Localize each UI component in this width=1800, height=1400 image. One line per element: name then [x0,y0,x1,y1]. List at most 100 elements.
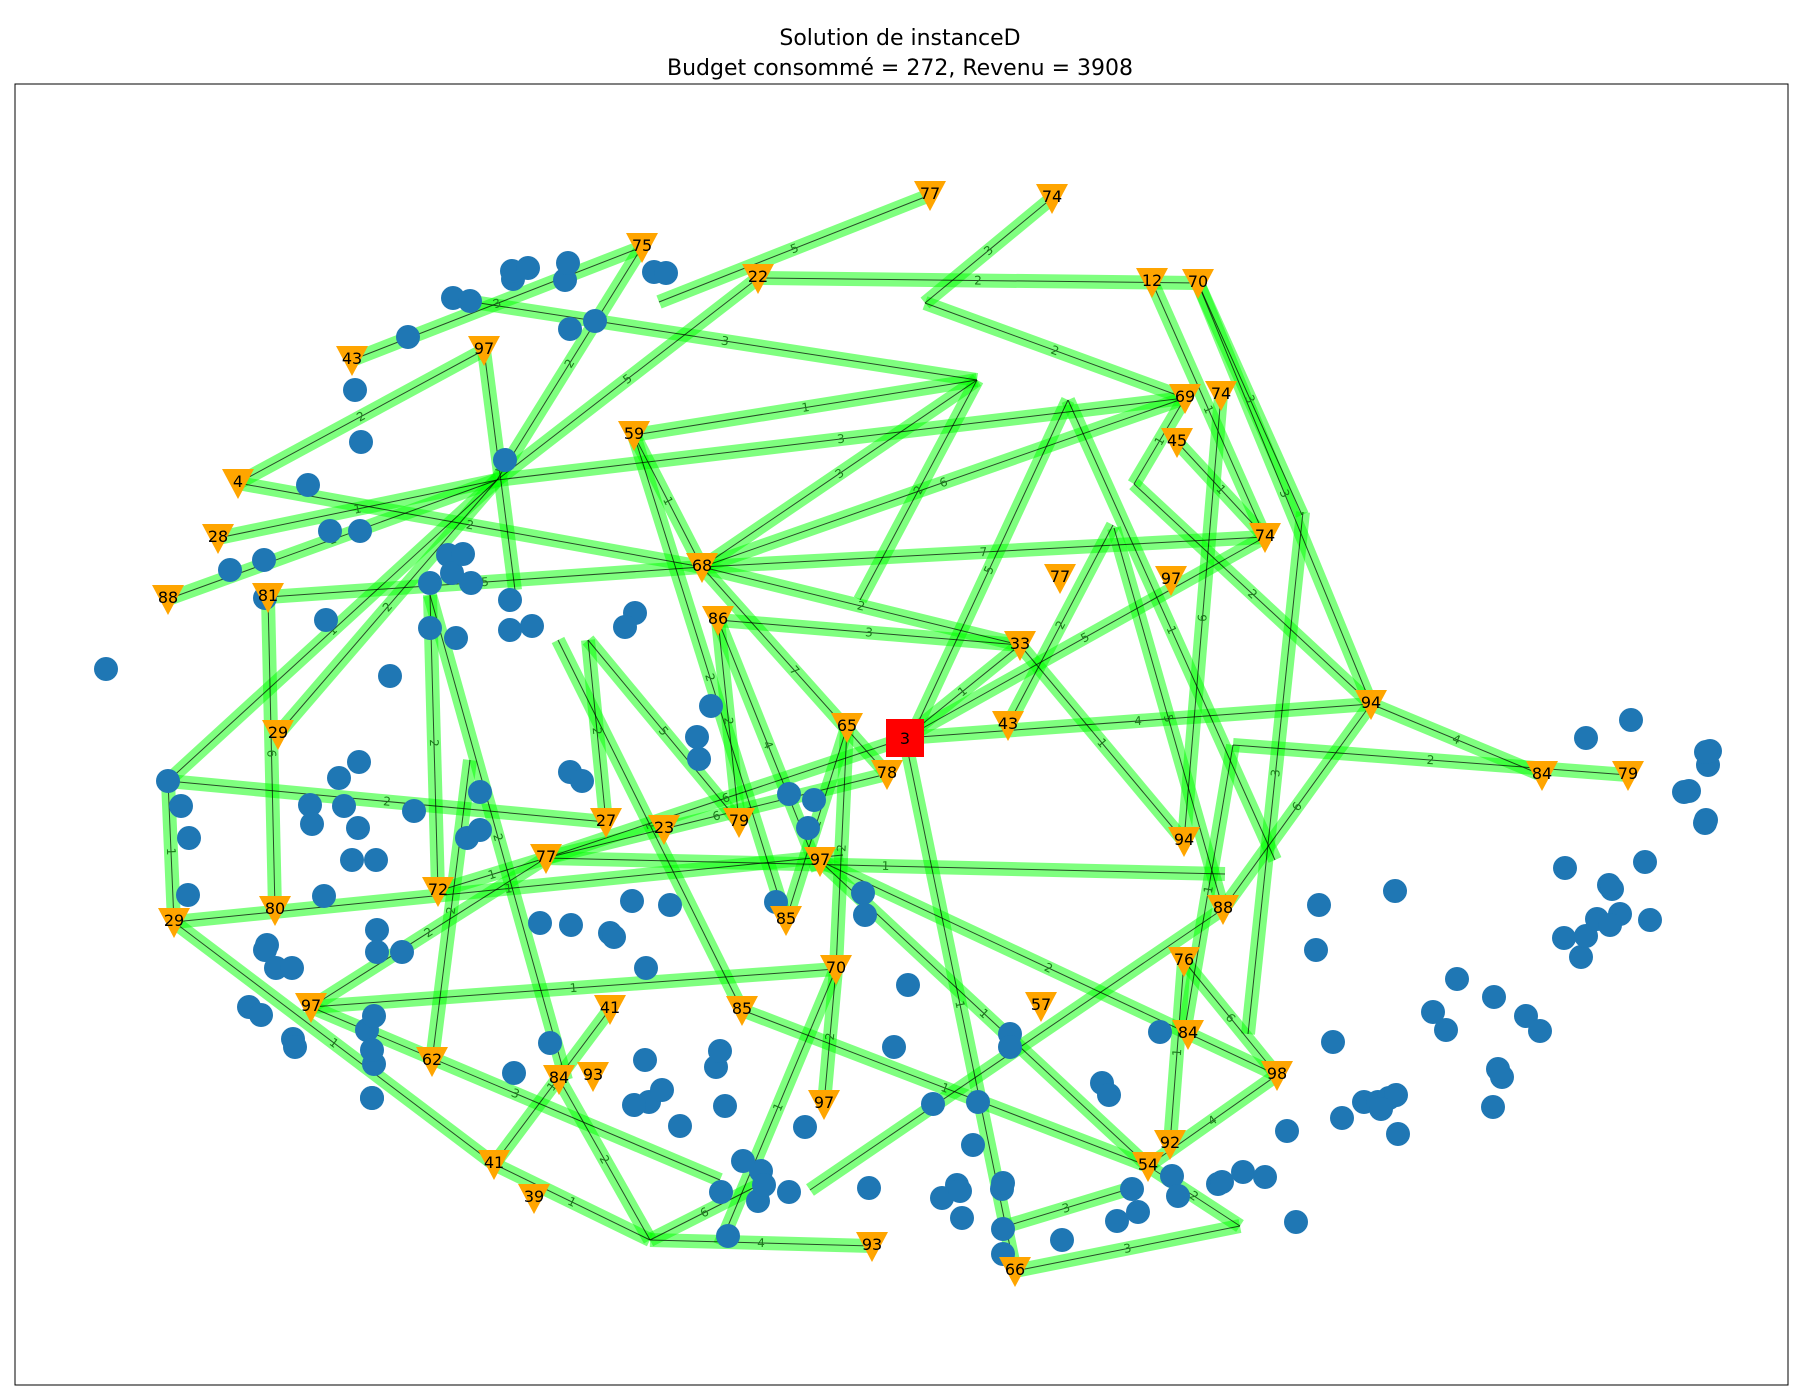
edge-line [1014,1225,1241,1272]
graph-node [396,325,420,349]
edge-line [999,1187,1133,1229]
graph-node [1386,1122,1410,1146]
graph-node [570,769,594,793]
edge-weight-label: 1 [882,859,890,873]
graph-node [731,1149,755,1173]
graph-node [1552,926,1576,950]
terminal-node [202,524,234,554]
terminal-node [262,720,294,750]
edge-line [493,1008,611,1165]
terminal-node [259,896,291,926]
terminal-node [158,908,190,938]
terminal-node [252,583,284,613]
terminal-prize-label: 41 [600,998,620,1017]
edge-line [1133,483,1372,705]
terminal-prize-label: 74 [1211,384,1231,403]
edge-line [719,968,837,1246]
terminal-prize-label: 81 [258,586,278,605]
depot-label: 3 [900,729,910,748]
edge-weight-label: 2 [490,832,506,843]
graph-node [961,1133,985,1157]
terminal-node [518,1184,550,1214]
terminal-prize-label: 45 [1167,431,1187,450]
edge-weight-label: 2 [444,906,459,915]
edge-weight-label: 1 [164,847,178,855]
edge-line [277,479,498,735]
terminal-prize-label: 97 [1161,569,1181,588]
graph-node [559,913,583,937]
node-layer [94,251,1722,1266]
graph-node [1383,879,1407,903]
edge-line [649,1184,760,1241]
terminal-node [1044,564,1076,594]
terminal-prize-label: 29 [268,723,288,742]
terminal-prize-label: 97 [474,339,494,358]
terminal-prize-label: 59 [624,424,644,443]
graph-node [493,448,517,472]
edge-line [267,566,703,598]
edge-line [633,434,703,568]
graph-node [857,1176,881,1200]
edge-weight-label: 6 [938,475,950,491]
graph-node [668,1114,692,1138]
graph-node [252,548,276,572]
graph-node [498,588,522,612]
terminal-node [152,585,184,615]
graph-node [296,473,320,497]
graph-node [378,664,402,688]
graph-node [346,816,370,840]
edge-weight-label: 6 [720,790,732,806]
edge-weight-label: 5 [1161,713,1177,724]
graph-node [340,848,364,872]
graph-node [390,940,414,964]
graph-node [169,794,193,818]
graph-node [556,251,580,275]
terminal-node [543,1065,575,1095]
terminal-prize-label: 80 [265,899,285,918]
edge-weight-label: 3 [1060,1200,1071,1216]
terminal-prize-label: 79 [1618,764,1638,783]
graph-node [633,1048,657,1072]
chart-subtitle: Budget consommé = 272, Revenu = 3908 [666,56,1134,81]
edge-weight-label: 7 [979,545,987,559]
terminal-prize-label: 79 [729,811,749,830]
edge-line [167,780,175,923]
graph-node [1369,1097,1393,1121]
terminal-node [1169,384,1201,414]
edge-line [835,726,848,970]
graph-node [402,799,426,823]
terminal-node [590,808,622,838]
terminal-node [914,181,946,211]
graph-node [1384,1083,1408,1107]
edge-line [1183,744,1234,1035]
graph-node [1050,1228,1074,1252]
edge-line [904,644,1021,739]
graph-node [418,571,442,595]
edge-line [1183,394,1222,842]
graph-node [1633,850,1657,874]
graph-node [528,911,552,935]
graph-node [318,519,342,543]
edge-line [701,566,1021,646]
graph-node [253,938,277,962]
edge-line [545,773,888,859]
edge-line [558,1078,651,1241]
graph-node [654,261,678,285]
terminal-prize-label: 93 [862,1235,882,1254]
graph-node [583,309,607,333]
terminal-prize-label: 69 [1175,387,1195,406]
edge-weight-label: 2 [383,794,392,809]
terminal-node [820,955,852,985]
graph-node [1210,1170,1234,1194]
graph-node [1166,1184,1190,1208]
graph-node [444,626,468,650]
graph-node [300,812,324,836]
edge-line [757,277,1199,284]
edge-weight-label: 1 [952,999,967,1009]
edge-weight-label: 2 [702,672,718,683]
edge-line [701,397,1186,568]
graph-node [1421,1000,1445,1024]
graph-node [1275,1119,1299,1143]
